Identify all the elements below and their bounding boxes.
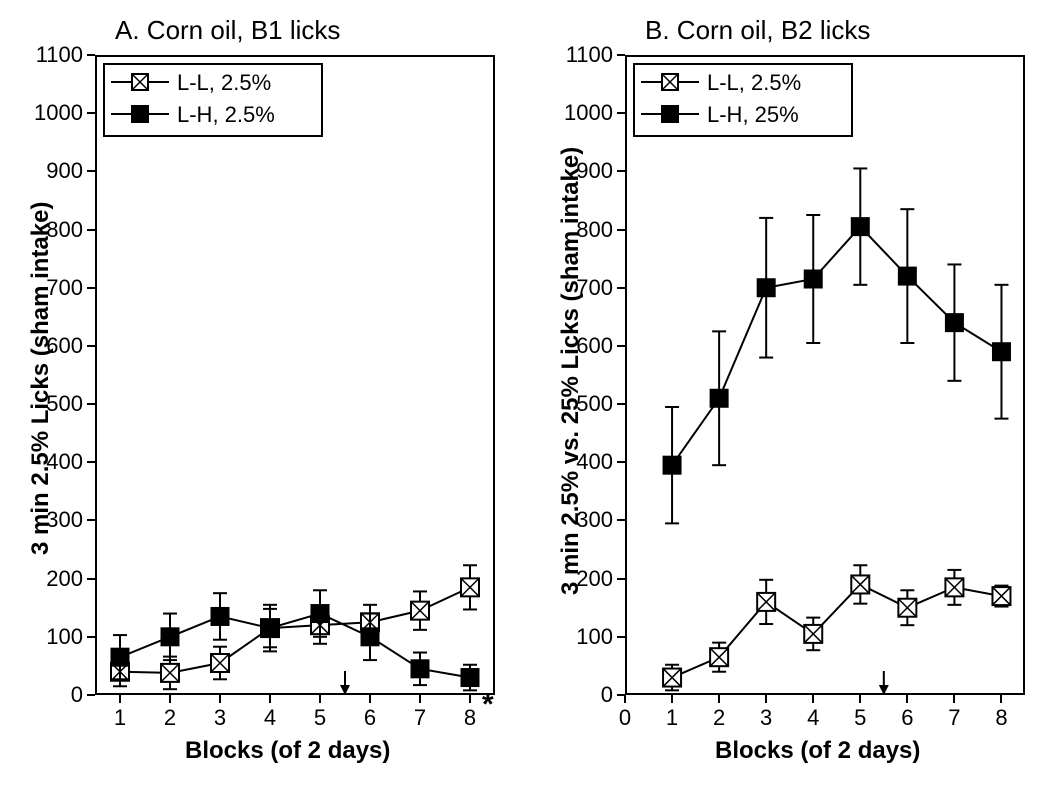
arrow-marker bbox=[879, 671, 889, 695]
panel-B-svg-layer bbox=[0, 0, 1050, 810]
legend-label: L-H, 25% bbox=[707, 102, 799, 128]
data-marker bbox=[710, 648, 728, 666]
data-marker bbox=[757, 279, 775, 297]
data-marker bbox=[898, 267, 916, 285]
data-marker bbox=[851, 218, 869, 236]
data-marker bbox=[945, 314, 963, 332]
figure-root: A. Corn oil, B1 licks0100200300400500600… bbox=[0, 0, 1050, 810]
data-marker bbox=[757, 593, 775, 611]
data-marker bbox=[992, 587, 1010, 605]
data-marker bbox=[898, 599, 916, 617]
data-marker bbox=[663, 669, 681, 687]
legend-label: L-L, 2.5% bbox=[707, 70, 801, 96]
data-marker bbox=[663, 456, 681, 474]
data-marker bbox=[992, 343, 1010, 361]
data-marker bbox=[710, 389, 728, 407]
data-marker bbox=[804, 270, 822, 288]
legend-marker-open-square-x bbox=[661, 73, 679, 91]
legend-marker-filled-square bbox=[661, 105, 679, 123]
data-marker bbox=[945, 578, 963, 596]
series-line bbox=[672, 227, 1001, 466]
data-marker bbox=[851, 575, 869, 593]
data-marker bbox=[804, 625, 822, 643]
